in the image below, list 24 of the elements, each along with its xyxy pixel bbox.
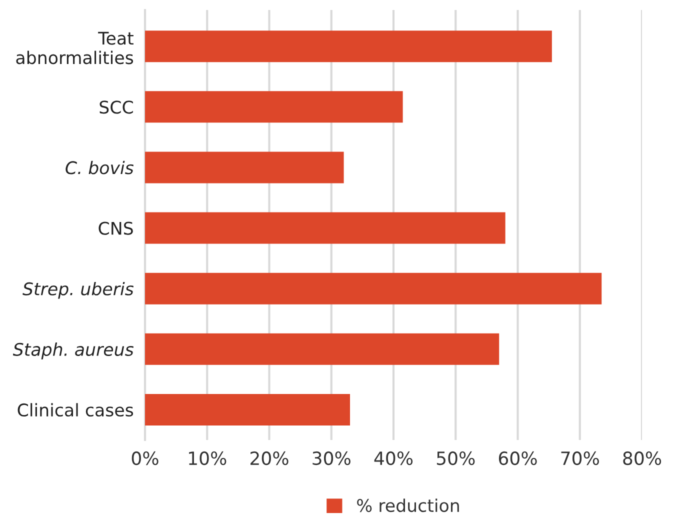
x-tick-label: 30% [312,451,350,466]
bar [145,272,602,304]
x-tick-label: 50% [436,451,475,466]
bar [145,30,552,62]
y-tick-label: Teat abnormalities [16,32,134,64]
y-tick-label: SCC [100,100,133,114]
x-tick-label: 70% [561,451,599,466]
bar [145,91,403,123]
bar [145,333,500,365]
y-tick-label: Clinical cases [18,403,134,417]
x-tick-label: 20% [250,451,288,466]
x-tick-label: 40% [374,451,413,466]
x-tick-label: 10% [189,451,226,466]
x-tick-label: 60% [498,451,537,466]
y-tick-label: Staph. aureus [12,342,134,360]
y-tick-label: C. bovis [66,160,134,174]
x-tick-label: 80% [623,451,662,466]
bar [145,212,506,244]
bar [145,394,350,426]
legend-label: % reduction [357,498,459,512]
x-tick-label: 0% [132,451,158,466]
y-tick-label: Strep. uberis [22,282,134,299]
y-tick-label: CNS [98,222,133,235]
bar [145,152,344,184]
